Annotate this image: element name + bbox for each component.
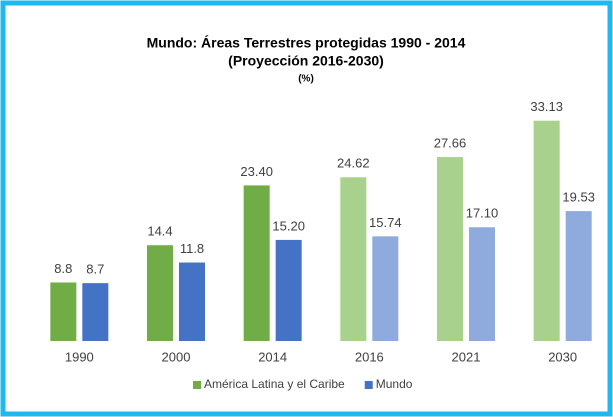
data-label: 15.74: [369, 215, 402, 230]
x-tick-label: 2000: [162, 349, 191, 364]
data-label: 19.53: [562, 190, 595, 205]
bar: [179, 262, 205, 341]
data-label: 8.8: [54, 261, 72, 276]
x-tick-label: 2030: [548, 349, 577, 364]
bar: [275, 239, 302, 341]
bar: [147, 245, 173, 341]
bar: [533, 120, 560, 341]
data-label: 15.20: [272, 218, 305, 233]
legend-swatch: [193, 381, 201, 389]
data-label: 14.4: [147, 224, 172, 239]
chart-subtitle: (Proyección 2016-2030): [228, 53, 384, 69]
legend-swatch: [364, 381, 373, 389]
bar: [437, 157, 463, 341]
x-tick-label: 2014: [258, 349, 287, 364]
unit-label: (%): [298, 74, 314, 85]
bar: [565, 211, 592, 341]
x-tick-label: 1990: [65, 349, 94, 364]
data-label: 27.66: [434, 135, 467, 150]
bar: [340, 177, 367, 341]
bar: [82, 283, 109, 341]
data-label: 23.40: [240, 164, 273, 179]
bar: [372, 236, 399, 341]
legend-label: América Latina y el Caribe: [204, 377, 345, 391]
legend-label: Mundo: [376, 377, 413, 391]
data-label: 8.7: [86, 262, 104, 277]
x-tick-label: 2021: [452, 349, 481, 364]
bar: [469, 227, 495, 341]
chart-title: Mundo: Áreas Terrestres protegidas 1990 …: [147, 35, 466, 51]
data-label: 17.10: [466, 206, 499, 221]
bar: [243, 185, 270, 341]
data-label: 33.13: [530, 99, 563, 114]
data-label: 24.62: [337, 156, 370, 171]
bar: [50, 282, 77, 341]
x-tick-label: 2016: [355, 349, 384, 364]
data-label: 11.8: [180, 241, 204, 256]
